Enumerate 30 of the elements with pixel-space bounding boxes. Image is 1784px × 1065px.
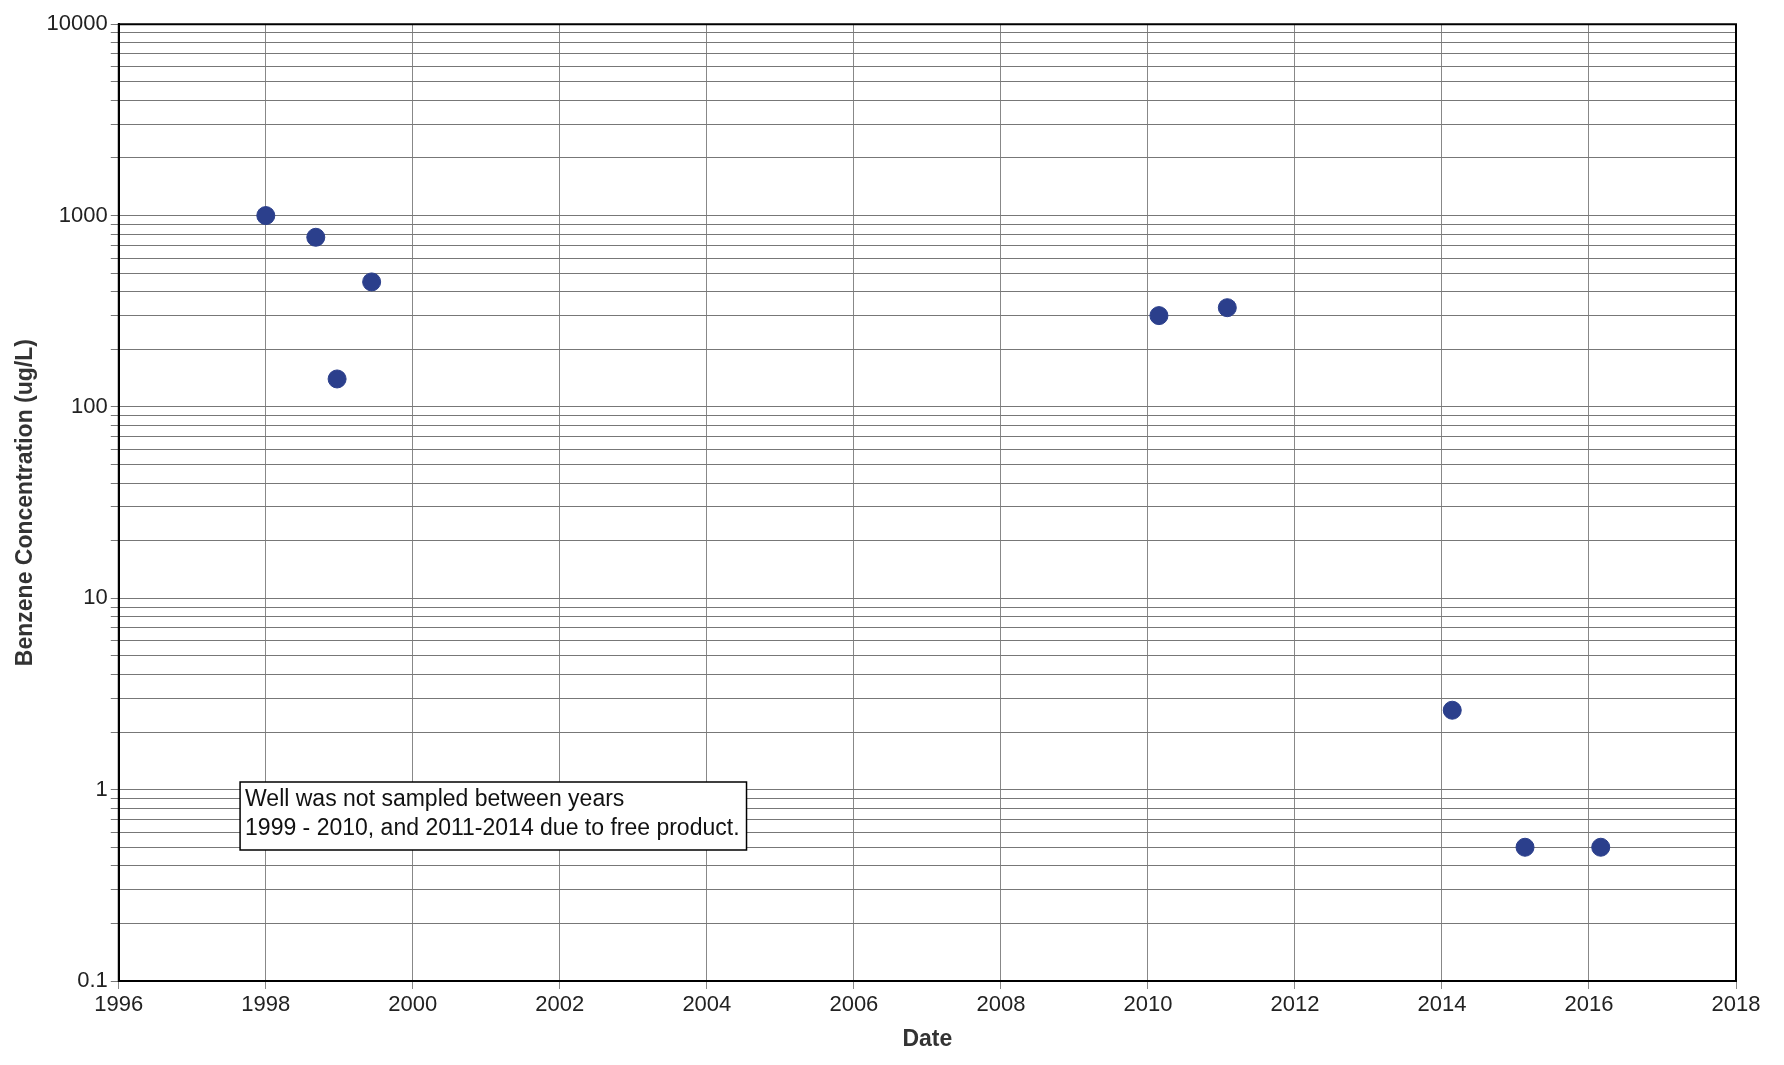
x-tick-label: 2016 [1564,991,1614,1017]
y-tick-label: 1000 [58,201,108,227]
x-tick-label: 2006 [829,991,879,1017]
x-tick-label: 2002 [535,991,585,1017]
annotation: Well was not sampled between years 1999 - 2010, and 2011-2014 due to free product. [245,784,740,840]
point [1149,306,1169,326]
y-tick-label: 1 [95,775,108,801]
point [1591,837,1611,857]
point [327,369,347,389]
y-tick-label: 10 [83,584,108,610]
x-tick-label: 2008 [976,991,1026,1017]
y-tick-label: 10000 [46,10,108,36]
y-tick-label: 0.1 [77,967,108,993]
x-tick-label: 2004 [682,991,732,1017]
x-tick-label: 2010 [1123,991,1173,1017]
point [1217,298,1237,318]
y-axis-title: Benzene Concentration (ug/L) [11,339,38,667]
point [1442,700,1462,720]
y-tick-label: 100 [71,392,108,418]
x-tick-label: 2018 [1711,991,1761,1017]
x-tick-label: 1996 [94,991,144,1017]
x-tick-label: 1998 [241,991,291,1017]
x-tick-label: 2014 [1417,991,1467,1017]
point [306,227,326,247]
x-axis-title: Date [902,1024,953,1051]
point [362,272,382,292]
point [256,206,276,226]
x-tick-label: 2012 [1270,991,1320,1017]
x-tick-label: 2000 [388,991,438,1017]
point [1515,837,1535,857]
